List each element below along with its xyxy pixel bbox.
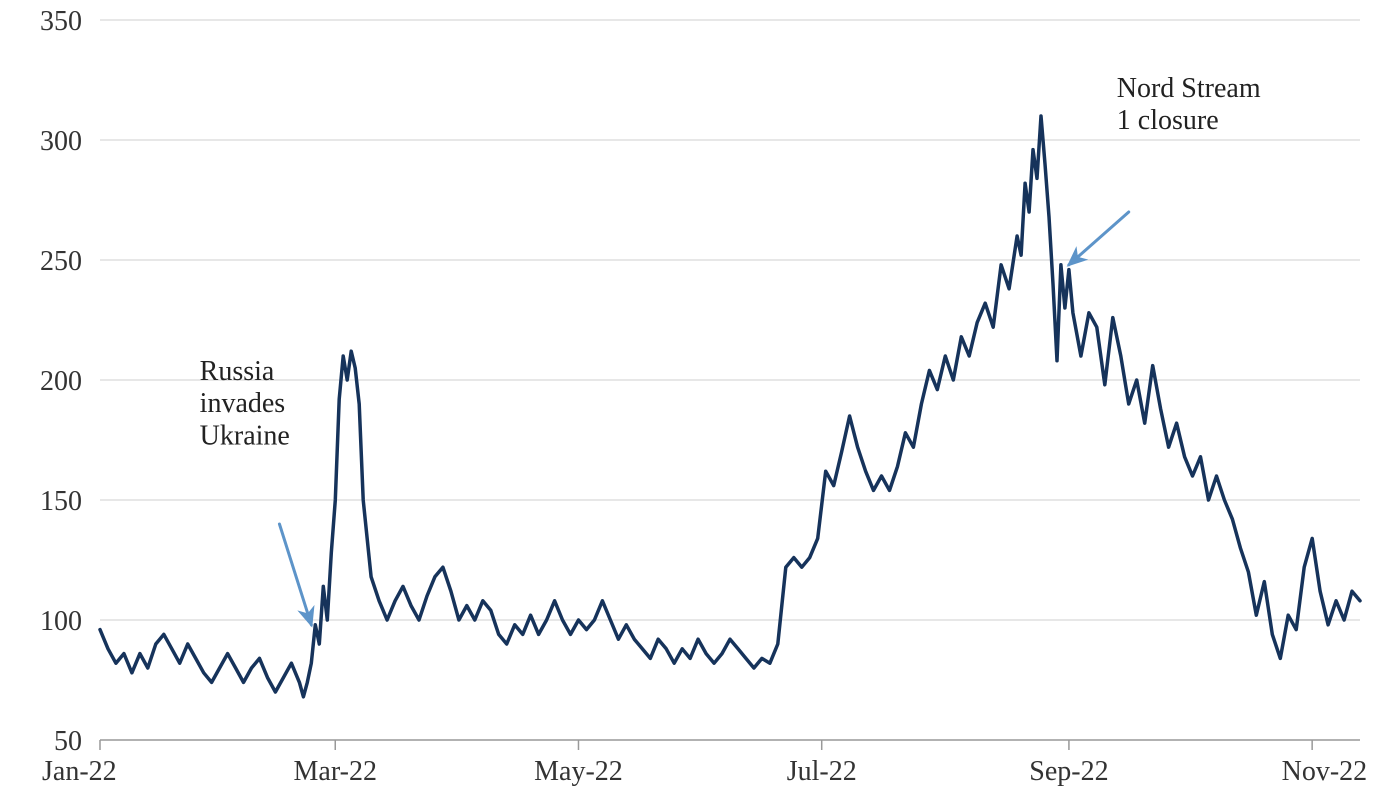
annotation-nord-stream-text: Nord Stream bbox=[1117, 73, 1261, 104]
y-tick-label: 300 bbox=[40, 126, 82, 157]
annotation-russia-invades-text: Ukraine bbox=[200, 420, 290, 451]
line-chart: 50 100 150 200 250 300 350 Jan-22 Mar-22 May-22 Ju… bbox=[0, 0, 1380, 800]
annotation-russia-invades-text: invades bbox=[200, 388, 286, 419]
x-tick-label: Sep-22 bbox=[1029, 756, 1108, 787]
annotation-nord-stream-arrow bbox=[1069, 212, 1129, 265]
y-tick-label: 50 bbox=[54, 726, 82, 757]
annotation-nord-stream-text: 1 closure bbox=[1117, 105, 1219, 136]
x-tick-label: May-22 bbox=[534, 756, 623, 787]
y-tick-label: 200 bbox=[40, 366, 82, 397]
y-tick-label: 100 bbox=[40, 606, 82, 637]
y-tick-label: 150 bbox=[40, 486, 82, 517]
annotation-russia-invades-arrow bbox=[279, 524, 311, 625]
x-tick-label: Mar-22 bbox=[294, 756, 377, 787]
y-tick-label: 250 bbox=[40, 246, 82, 277]
x-tick-label: Jul-22 bbox=[787, 756, 857, 787]
x-tick-label: Jan-22 bbox=[42, 756, 117, 787]
annotation-russia-invades-text: Russia bbox=[200, 356, 275, 387]
price-line bbox=[100, 116, 1360, 697]
x-tick-label: Nov-22 bbox=[1282, 756, 1368, 787]
y-tick-label: 350 bbox=[40, 6, 82, 37]
